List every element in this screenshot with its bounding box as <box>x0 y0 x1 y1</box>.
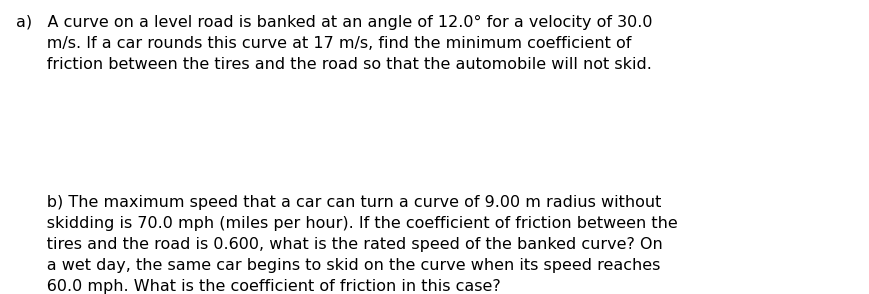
Text: a)   A curve on a level road is banked at an angle of 12.0° for a velocity of 30: a) A curve on a level road is banked at … <box>16 15 652 72</box>
Text: b) The maximum speed that a car can turn a curve of 9.00 m radius without
      : b) The maximum speed that a car can turn… <box>16 174 677 294</box>
